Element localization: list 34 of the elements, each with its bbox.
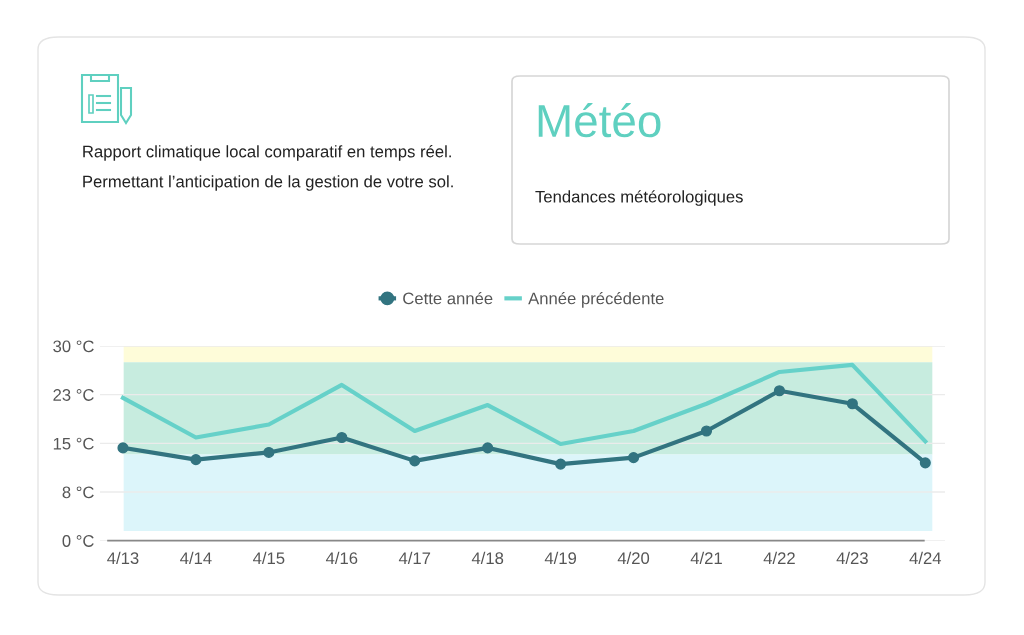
point [336, 431, 348, 444]
x-tick-label: 4/22 [763, 551, 795, 565]
x-tick-label: 4/20 [617, 551, 650, 565]
point [190, 454, 202, 466]
legend-label: Année précédente [528, 291, 664, 308]
x-tick-label: 4/13 [107, 551, 139, 565]
point [919, 457, 931, 469]
x-tick-label: 4/16 [325, 551, 358, 565]
x-tick-label: 4/21 [690, 551, 722, 565]
chart-title: Météo [538, 103, 661, 138]
point [117, 442, 129, 454]
point [409, 455, 421, 467]
text: Rapport climatique local comparatif en temps réel. Permettant l’anticipation de la gestion de votre sol. [83, 145, 453, 191]
point [263, 446, 275, 458]
y-tick-label: 8 °C [62, 486, 94, 499]
x-tick-label: 4/23 [836, 551, 868, 565]
point [846, 398, 858, 410]
x-tick-label: 4/18 [471, 551, 504, 565]
y-tick-label: 23 °C [53, 389, 94, 401]
y-tick-label: 15 °C [53, 437, 94, 450]
point [482, 442, 494, 454]
point [555, 458, 567, 470]
point [700, 425, 713, 437]
chart-subtitle: Tendances météorologiques [535, 190, 743, 206]
x-tick-label: 4/19 [544, 551, 577, 565]
x-tick-label: 4/15 [253, 551, 285, 565]
x-tick-label: 4/24 [909, 551, 942, 565]
y-tick-label: 30 °C [53, 340, 94, 353]
point [627, 452, 640, 464]
y-tick-label: 0 °C [62, 535, 94, 547]
point [773, 385, 785, 397]
x-tick-label: 4/17 [398, 551, 431, 565]
x-tick-label: 4/14 [180, 551, 212, 565]
legend-label: Cette année [403, 291, 493, 305]
